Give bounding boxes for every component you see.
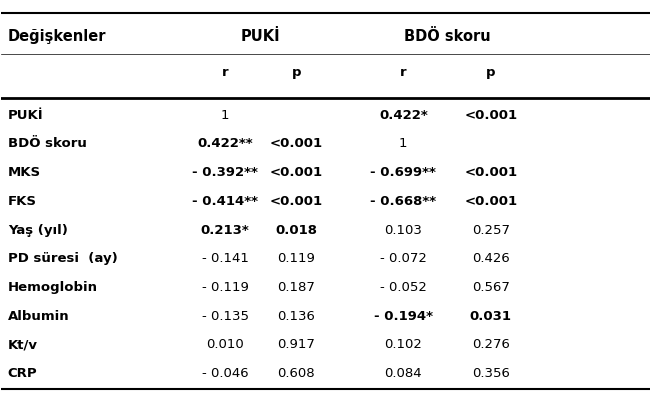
Text: 0.917: 0.917 <box>277 338 315 351</box>
Text: 0.103: 0.103 <box>384 224 422 236</box>
Text: BDÖ skoru: BDÖ skoru <box>8 137 87 150</box>
Text: 0.257: 0.257 <box>472 224 510 236</box>
Text: 0.119: 0.119 <box>277 252 315 265</box>
Text: 0.276: 0.276 <box>472 338 510 351</box>
Text: 0.213*: 0.213* <box>201 224 249 236</box>
Text: 0.426: 0.426 <box>472 252 510 265</box>
Text: - 0.135: - 0.135 <box>202 310 249 323</box>
Text: r: r <box>222 66 229 79</box>
Text: <0.001: <0.001 <box>464 109 518 122</box>
Text: CRP: CRP <box>8 367 38 380</box>
Text: 1: 1 <box>399 137 408 150</box>
Text: 0.102: 0.102 <box>384 338 422 351</box>
Text: p: p <box>292 66 301 79</box>
Text: 0.422**: 0.422** <box>197 137 253 150</box>
Text: p: p <box>486 66 495 79</box>
Text: - 0.072: - 0.072 <box>380 252 426 265</box>
Text: BDÖ skoru: BDÖ skoru <box>404 29 490 44</box>
Text: 0.010: 0.010 <box>206 338 244 351</box>
Text: r: r <box>400 66 407 79</box>
Text: PD süresi  (ay): PD süresi (ay) <box>8 252 118 265</box>
Text: - 0.046: - 0.046 <box>202 367 248 380</box>
Text: <0.001: <0.001 <box>270 195 323 208</box>
Text: PUKİ: PUKİ <box>241 29 281 44</box>
Text: - 0.699**: - 0.699** <box>370 166 436 179</box>
Text: 0.608: 0.608 <box>277 367 315 380</box>
Text: 0.187: 0.187 <box>277 281 315 294</box>
Text: 0.136: 0.136 <box>277 310 315 323</box>
Text: <0.001: <0.001 <box>464 166 518 179</box>
Text: 0.422*: 0.422* <box>379 109 428 122</box>
Text: - 0.052: - 0.052 <box>380 281 426 294</box>
Text: - 0.414**: - 0.414** <box>192 195 258 208</box>
Text: - 0.141: - 0.141 <box>202 252 249 265</box>
Text: 0.567: 0.567 <box>472 281 510 294</box>
Text: 0.356: 0.356 <box>472 367 510 380</box>
Text: Hemoglobin: Hemoglobin <box>8 281 98 294</box>
Text: - 0.194*: - 0.194* <box>374 310 433 323</box>
Text: Albumin: Albumin <box>8 310 70 323</box>
Text: FKS: FKS <box>8 195 37 208</box>
Text: 0.084: 0.084 <box>385 367 422 380</box>
Text: - 0.392**: - 0.392** <box>192 166 258 179</box>
Text: Kt/v: Kt/v <box>8 338 38 351</box>
Text: 0.031: 0.031 <box>470 310 512 323</box>
Text: - 0.119: - 0.119 <box>202 281 249 294</box>
Text: 0.018: 0.018 <box>275 224 317 236</box>
Text: <0.001: <0.001 <box>270 137 323 150</box>
Text: <0.001: <0.001 <box>270 166 323 179</box>
Text: Yaş (yıl): Yaş (yıl) <box>8 224 68 236</box>
Text: Değişkenler: Değişkenler <box>8 29 106 44</box>
Text: <0.001: <0.001 <box>464 195 518 208</box>
Text: 1: 1 <box>221 109 229 122</box>
Text: PUKİ: PUKİ <box>8 109 44 122</box>
Text: - 0.668**: - 0.668** <box>370 195 436 208</box>
Text: MKS: MKS <box>8 166 41 179</box>
